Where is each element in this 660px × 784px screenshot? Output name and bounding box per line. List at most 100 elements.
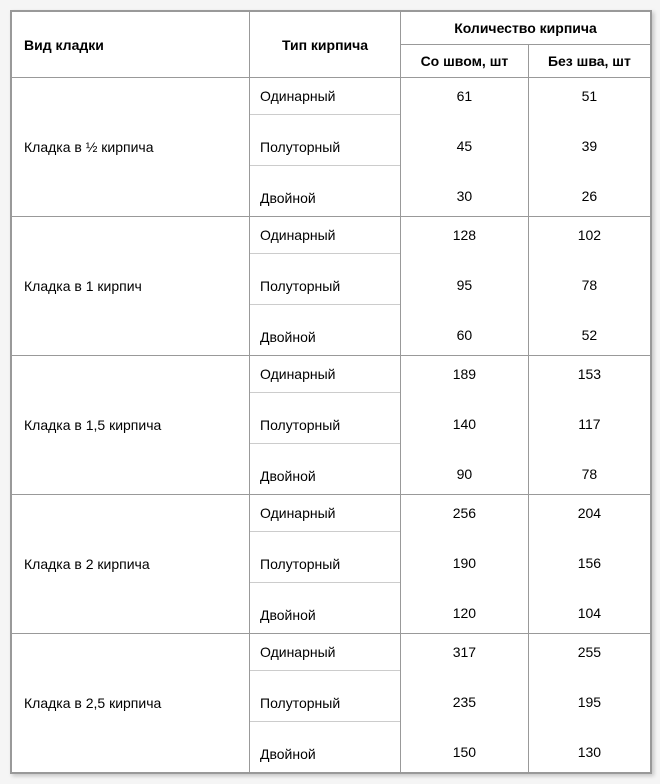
spacer [529,253,650,267]
brick-type-label: Одинарный [250,217,400,254]
table-row: Кладка в 1,5 кирпичаОдинарный Полуторный Д… [12,356,651,495]
table-row: Кладка в ½ кирпичаОдинарныйПолуторныйДво… [12,78,651,217]
brick-type-label: Полуторный [250,268,400,305]
spacer [529,164,650,178]
cell-with-seam: 614530 [401,78,529,217]
cell-brick-types: Одинарный Полуторный Двойной [250,495,401,634]
brick-type-label: Полуторный [250,407,400,444]
value-with-seam: 317 [401,634,528,670]
value-without-seam: 153 [529,356,650,392]
cell-masonry-type: Кладка в 1,5 кирпича [12,356,250,495]
cell-masonry-type: Кладка в 1 кирпич [12,217,250,356]
table-row: Кладка в 2,5 кирпичаОдинарныйПолуторныйД… [12,634,651,773]
brick-type-label: Двойной [250,736,400,772]
cell-with-seam: 128 95 60 [401,217,529,356]
cell-without-seam: 255195130 [528,634,650,773]
spacer [250,254,400,268]
value-with-seam: 256 [401,495,528,531]
spacer [250,166,400,180]
spacer [529,442,650,456]
spacer [401,303,528,317]
cell-brick-types: Одинарный Полуторный Двойной [250,634,401,773]
value-with-seam: 150 [401,734,528,770]
value-without-seam: 156 [529,545,650,581]
spacer [401,253,528,267]
value-without-seam: 51 [529,78,650,114]
value-without-seam: 78 [529,456,650,492]
value-with-seam: 30 [401,178,528,214]
value-with-seam: 90 [401,456,528,492]
brick-table: Вид кладки Тип кирпича Количество кирпич… [11,11,651,773]
brick-type-label: Полуторный [250,685,400,722]
value-without-seam: 39 [529,128,650,164]
value-with-seam: 60 [401,317,528,353]
brick-type-label: Двойной [250,319,400,355]
value-with-seam: 190 [401,545,528,581]
value-without-seam: 78 [529,267,650,303]
brick-type-label: Двойной [250,458,400,494]
spacer [401,442,528,456]
header-brick: Тип кирпича [250,12,401,78]
brick-type-label: Полуторный [250,129,400,166]
spacer [250,583,400,597]
brick-type-label: Двойной [250,597,400,633]
cell-masonry-type: Кладка в 2 кирпича [12,495,250,634]
brick-table-container: Вид кладки Тип кирпича Количество кирпич… [10,10,652,774]
cell-brick-types: Одинарный Полуторный Двойной [250,356,401,495]
header-count-group: Количество кирпича [401,12,651,45]
cell-without-seam: 51 39 26 [528,78,650,217]
spacer [250,115,400,129]
spacer [529,581,650,595]
cell-without-seam: 102 78 52 [528,217,650,356]
spacer [250,305,400,319]
header-without-seam: Без шва, шт [528,45,650,78]
value-with-seam: 61 [401,78,528,114]
value-without-seam: 117 [529,406,650,442]
brick-type-label: Полуторный [250,546,400,583]
value-without-seam: 52 [529,317,650,353]
spacer [529,720,650,734]
value-with-seam: 95 [401,267,528,303]
header-with-seam: Со швом, шт [401,45,529,78]
value-without-seam: 26 [529,178,650,214]
value-without-seam: 104 [529,595,650,631]
value-with-seam: 140 [401,406,528,442]
spacer [401,581,528,595]
cell-without-seam: 153 117 78 [528,356,650,495]
value-with-seam: 189 [401,356,528,392]
spacer [529,670,650,684]
spacer [401,670,528,684]
value-with-seam: 128 [401,217,528,253]
value-without-seam: 195 [529,684,650,720]
value-without-seam: 204 [529,495,650,531]
spacer [529,303,650,317]
cell-with-seam: 317 235 150 [401,634,529,773]
spacer [250,393,400,407]
cell-brick-types: ОдинарныйПолуторныйДвойной [250,78,401,217]
spacer [401,114,528,128]
table-body: Кладка в ½ кирпичаОдинарныйПолуторныйДво… [12,78,651,773]
spacer [250,532,400,546]
value-with-seam: 235 [401,684,528,720]
cell-masonry-type: Кладка в ½ кирпича [12,78,250,217]
table-row: Кладка в 2 кирпичаОдинарный Полуторный Дво… [12,495,651,634]
value-with-seam: 120 [401,595,528,631]
brick-type-label: Одинарный [250,495,400,532]
spacer [401,720,528,734]
header-type: Вид кладки [12,12,250,78]
table-row: Кладка в 1 кирпичОдинарный Полуторный Двой… [12,217,651,356]
value-without-seam: 102 [529,217,650,253]
spacer [401,164,528,178]
cell-with-seam: 256 190 120 [401,495,529,634]
spacer [529,392,650,406]
brick-type-label: Одинарный [250,78,400,115]
spacer [529,114,650,128]
spacer [529,531,650,545]
cell-without-seam: 204 156 104 [528,495,650,634]
cell-brick-types: Одинарный Полуторный Двойной [250,217,401,356]
spacer [250,722,400,736]
spacer [250,444,400,458]
brick-type-label: Одинарный [250,634,400,671]
spacer [250,671,400,685]
brick-type-label: Одинарный [250,356,400,393]
